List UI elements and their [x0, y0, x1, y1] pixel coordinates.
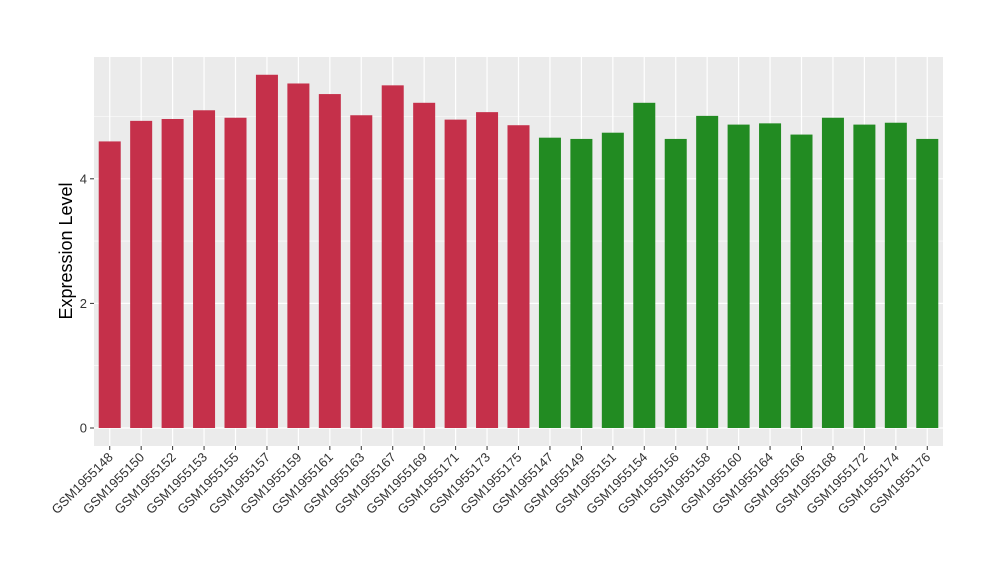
bar-GSM1955173: [476, 112, 499, 428]
bars: [98, 74, 939, 429]
y-tick-label: 4: [80, 171, 87, 186]
bar-GSM1955176: [916, 138, 939, 429]
bar-GSM1955167: [381, 85, 404, 428]
bar-GSM1955150: [130, 120, 153, 429]
bar-GSM1955151: [601, 132, 624, 428]
bar-GSM1955171: [444, 119, 467, 429]
bar-GSM1955172: [853, 124, 876, 428]
bar-GSM1955155: [224, 117, 247, 428]
bar-GSM1955159: [287, 83, 310, 428]
bar-GSM1955157: [255, 74, 278, 428]
y-tick-label: 0: [80, 421, 87, 436]
bar-GSM1955158: [696, 115, 719, 428]
x-axis: GSM1955148GSM1955150GSM1955152GSM1955153…: [49, 446, 933, 517]
y-axis-title: Expression Level: [56, 182, 76, 319]
bar-GSM1955156: [664, 138, 687, 429]
bar-GSM1955168: [821, 117, 844, 428]
bar-GSM1955160: [727, 124, 750, 428]
bar-GSM1955166: [790, 134, 813, 428]
bar-GSM1955174: [884, 122, 907, 428]
bar-GSM1955175: [507, 125, 530, 429]
bar-GSM1955164: [759, 123, 782, 428]
bar-GSM1955169: [413, 102, 436, 428]
y-axis: 0 2 4: [80, 171, 94, 436]
bar-GSM1955148: [98, 141, 121, 429]
bar-GSM1955153: [193, 110, 216, 429]
bar-GSM1955147: [538, 137, 561, 428]
y-tick-label: 2: [80, 296, 87, 311]
bar-GSM1955163: [350, 115, 373, 428]
bar-GSM1955161: [318, 94, 341, 429]
bar-GSM1955154: [633, 102, 656, 428]
bar-GSM1955149: [570, 138, 593, 429]
bar-GSM1955152: [161, 118, 184, 428]
